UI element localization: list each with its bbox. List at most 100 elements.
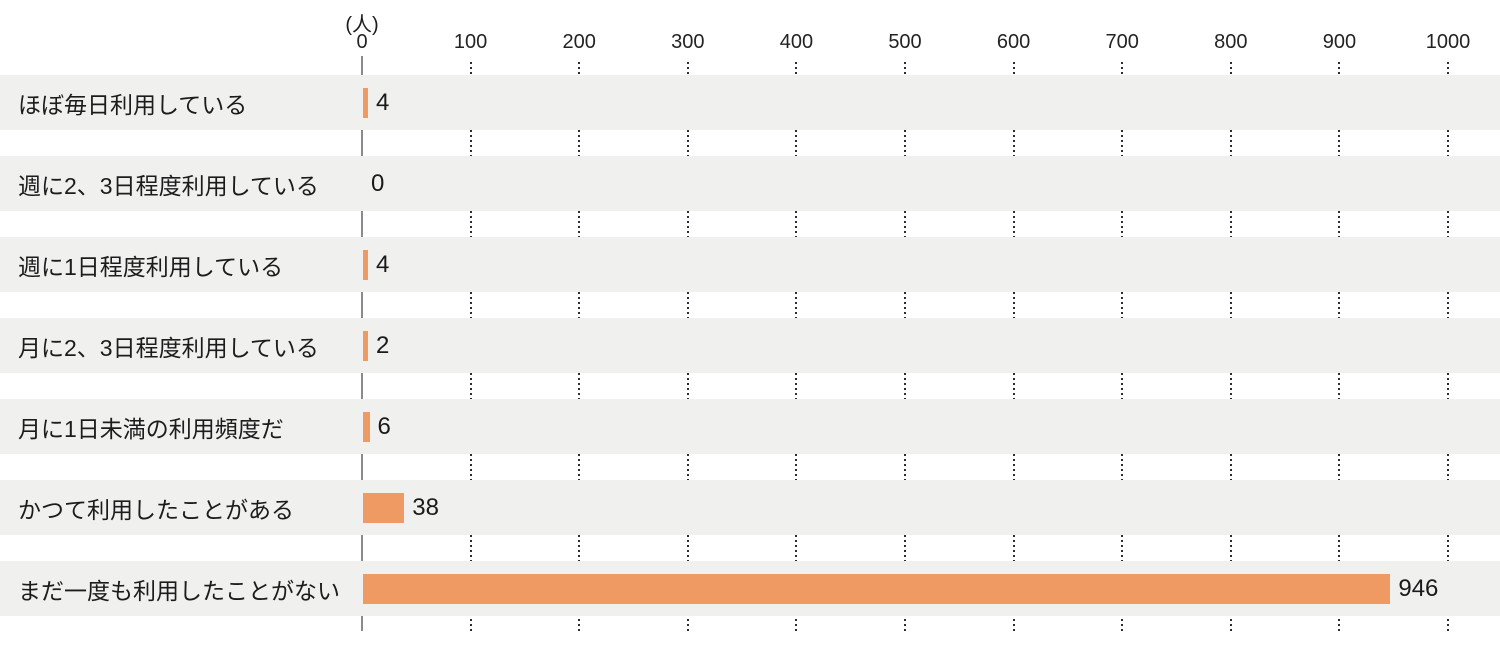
gridline-tick-dots — [1012, 62, 1015, 75]
x-axis-tick-label: 900 — [1322, 31, 1357, 53]
value-label: 2 — [376, 331, 390, 359]
row-stripe: 月に1日未満の利用頻度だ — [0, 399, 1500, 454]
gridline-tick-dots — [795, 130, 798, 156]
category-label: ほぼ毎日利用している — [18, 91, 248, 118]
gridline-tick-dots — [1338, 535, 1341, 561]
gridline-tick-dots — [904, 62, 906, 75]
x-axis-tick-label: 0 — [356, 31, 368, 53]
gridline-tick-dots — [686, 535, 689, 561]
row-stripe: 週に1日程度利用している — [0, 237, 1500, 292]
data-bar — [363, 87, 368, 118]
row-stripe: 週に2、3日程度利用している — [0, 156, 1500, 211]
gridline-tick-dots — [578, 373, 581, 399]
gridline-tick-dots — [578, 535, 581, 561]
gridline-tick-dots — [1229, 62, 1232, 75]
gridline-tick-dots — [1012, 130, 1015, 156]
gridline-tick-dots — [1121, 619, 1124, 631]
gridline-tick-dots — [469, 373, 472, 399]
value-label: 946 — [1398, 574, 1439, 602]
gridline-tick-dots — [904, 619, 906, 631]
gridline-tick-dots — [686, 211, 689, 237]
gridline-tick-dots — [1338, 292, 1341, 318]
gridline-tick-dots — [795, 211, 798, 237]
gridline-tick-dots — [1338, 454, 1341, 480]
value-label: 4 — [376, 88, 390, 116]
gridline-tick-dots — [904, 292, 906, 318]
gridline-tick-dots — [1121, 211, 1124, 237]
gridline-tick-dots — [469, 535, 472, 561]
gridline-tick-dots — [1229, 619, 1232, 631]
gridline-tick-dots — [904, 130, 906, 156]
value-label: 6 — [377, 412, 391, 440]
x-axis-tick-label: 500 — [888, 31, 922, 53]
gridline-tick-dots — [1447, 130, 1449, 156]
gridline-tick-dots — [795, 62, 798, 75]
x-axis-tick-label: 400 — [779, 31, 814, 53]
gridline-tick-dots — [578, 292, 581, 318]
x-axis-unit-label: (人) — [345, 14, 379, 36]
gridline-tick-dots — [469, 619, 472, 631]
gridline-tick-dots — [904, 211, 906, 237]
gridline-tick-dots — [1447, 292, 1449, 318]
gridline-tick-dots — [904, 454, 906, 480]
x-axis-tick-label: 200 — [562, 31, 596, 53]
data-bar — [363, 411, 370, 442]
data-bar — [363, 492, 405, 523]
gridline-tick-dots — [686, 373, 689, 399]
category-label: 週に2、3日程度利用している — [18, 172, 319, 199]
data-bar — [363, 249, 368, 280]
gridline-tick-dots — [1012, 292, 1015, 318]
gridline-tick-dots — [686, 454, 689, 480]
gridline-tick-dots — [578, 211, 581, 237]
gridline-tick-dots — [1447, 535, 1449, 561]
gridline-tick-dots — [686, 292, 689, 318]
value-label: 4 — [376, 250, 390, 278]
gridline-tick-dots — [1121, 454, 1124, 480]
gridline-tick-dots — [1229, 211, 1232, 237]
gridline-tick-dots — [1121, 130, 1124, 156]
gridline-tick-dots — [1447, 211, 1449, 237]
value-label: 38 — [412, 493, 439, 521]
x-axis-tick-label: 1000 — [1425, 31, 1471, 53]
gridline-tick-dots — [795, 454, 798, 480]
gridline-tick-dots — [1012, 373, 1015, 399]
category-label: 月に1日未満の利用頻度だ — [18, 415, 284, 442]
gridline-tick-dots — [578, 454, 581, 480]
gridline-tick-dots — [1229, 373, 1232, 399]
gridline-tick-dots — [1121, 292, 1124, 318]
x-axis-tick-label: 300 — [671, 31, 705, 53]
row-stripe: ほぼ毎日利用している — [0, 75, 1500, 130]
gridline-tick-dots — [469, 62, 472, 75]
x-axis-tick-label: 700 — [1105, 31, 1139, 53]
row-stripe: かつて利用したことがある — [0, 480, 1500, 535]
gridline-tick-dots — [1229, 454, 1232, 480]
x-axis-tick-label: 100 — [453, 31, 488, 53]
gridline-tick-dots — [686, 130, 689, 156]
category-label: まだ一度も利用したことがない — [18, 577, 340, 604]
gridline-tick-dots — [469, 130, 472, 156]
gridline-tick-dots — [1012, 535, 1015, 561]
gridline-tick-dots — [1229, 130, 1232, 156]
gridline-tick-dots — [904, 535, 906, 561]
gridline-tick-dots — [904, 373, 906, 399]
gridline-tick-dots — [1338, 619, 1341, 631]
gridline-tick-dots — [1229, 535, 1232, 561]
gridline-tick-dots — [578, 130, 581, 156]
gridline-tick-dots — [1338, 62, 1341, 75]
gridline-tick-dots — [578, 62, 581, 75]
data-bar — [363, 330, 368, 361]
gridline-tick-dots — [1447, 62, 1449, 75]
gridline-tick-dots — [1012, 619, 1015, 631]
gridline-tick-dots — [1447, 619, 1449, 631]
gridline-tick-dots — [1338, 211, 1341, 237]
data-bar — [363, 573, 1391, 604]
gridline-tick-dots — [1012, 211, 1015, 237]
gridline-tick-dots — [1229, 292, 1232, 318]
gridline-tick-dots — [686, 62, 689, 75]
category-label: 週に1日程度利用している — [18, 253, 284, 280]
gridline-tick-dots — [795, 535, 798, 561]
value-label: 0 — [371, 169, 385, 197]
gridline-tick-dots — [469, 454, 472, 480]
row-stripe: 月に2、3日程度利用している — [0, 318, 1500, 373]
